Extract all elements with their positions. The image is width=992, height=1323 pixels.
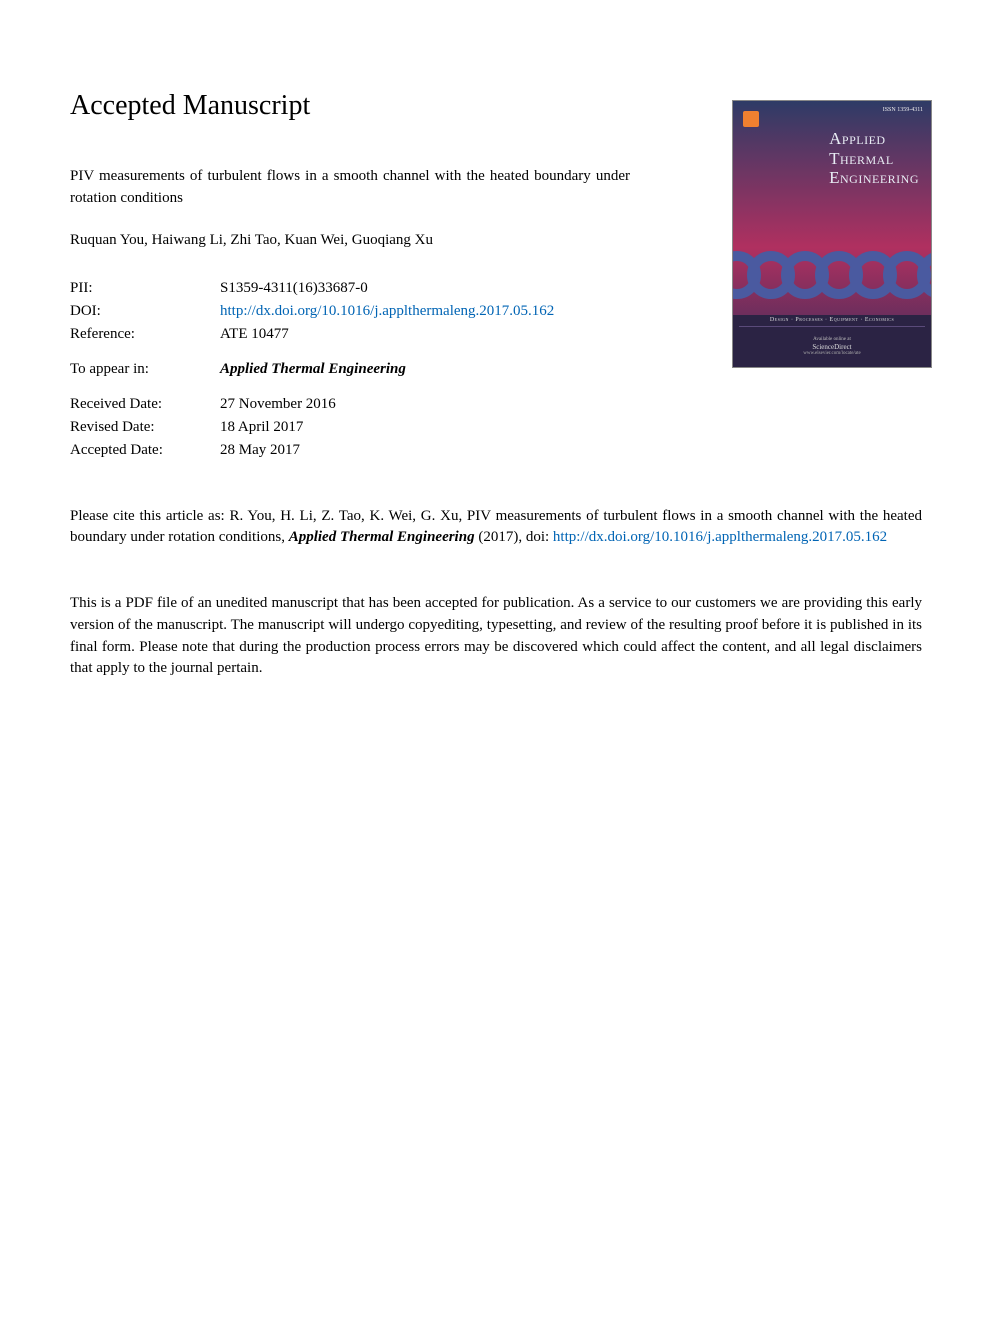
citation-doi-link[interactable]: http://dx.doi.org/10.1016/j.applthermale… bbox=[553, 529, 887, 545]
cover-journal-title: Applied Thermal Engineering bbox=[829, 129, 919, 188]
cover-chain-graphic bbox=[732, 251, 932, 301]
citation-journal: Applied Thermal Engineering bbox=[289, 529, 475, 545]
meta-row-doi: DOI: http://dx.doi.org/10.1016/j.applthe… bbox=[70, 300, 554, 323]
meta-row-toappear: To appear in: Applied Thermal Engineerin… bbox=[70, 358, 554, 381]
cover-issn: ISSN 1359-4311 bbox=[883, 107, 923, 113]
journal-cover-thumbnail: ISSN 1359-4311 Applied Thermal Engineeri… bbox=[732, 100, 932, 368]
meta-value: S1359-4311(16)33687-0 bbox=[220, 277, 554, 300]
meta-value: 27 November 2016 bbox=[220, 393, 554, 416]
citation-paragraph: Please cite this article as: R. You, H. … bbox=[70, 506, 922, 550]
meta-label: Received Date: bbox=[70, 393, 220, 416]
citation-year: (2017), doi: bbox=[475, 529, 553, 545]
meta-row-accepted: Accepted Date: 28 May 2017 bbox=[70, 439, 554, 462]
cover-available-label: Available online at bbox=[739, 337, 925, 342]
meta-row-received: Received Date: 27 November 2016 bbox=[70, 393, 554, 416]
meta-row-revised: Revised Date: 18 April 2017 bbox=[70, 416, 554, 439]
cover-title-line: Thermal bbox=[829, 149, 919, 169]
meta-row-reference: Reference: ATE 10477 bbox=[70, 323, 554, 346]
cover-title-line: Applied bbox=[829, 129, 919, 149]
meta-label: Revised Date: bbox=[70, 416, 220, 439]
cover-url: www.elsevier.com/locate/ate bbox=[739, 351, 925, 356]
meta-value: 18 April 2017 bbox=[220, 416, 554, 439]
disclaimer-paragraph: This is a PDF file of an unedited manusc… bbox=[70, 593, 922, 680]
meta-label: Accepted Date: bbox=[70, 439, 220, 462]
article-title: PIV measurements of turbulent flows in a… bbox=[70, 166, 630, 210]
cover-title-line: Engineering bbox=[829, 168, 919, 188]
meta-value: Applied Thermal Engineering bbox=[220, 358, 554, 381]
meta-row-pii: PII: S1359-4311(16)33687-0 bbox=[70, 277, 554, 300]
meta-value: ATE 10477 bbox=[220, 323, 554, 346]
journal-name: Applied Thermal Engineering bbox=[220, 361, 406, 377]
meta-value: 28 May 2017 bbox=[220, 439, 554, 462]
cover-footer: Design · Processes · Equipment · Economi… bbox=[733, 315, 931, 367]
cover-tagline: Design · Processes · Equipment · Economi… bbox=[739, 317, 925, 327]
meta-value: http://dx.doi.org/10.1016/j.applthermale… bbox=[220, 300, 554, 323]
cover-sciencedirect: ScienceDirect bbox=[739, 343, 925, 351]
doi-link[interactable]: http://dx.doi.org/10.1016/j.applthermale… bbox=[220, 303, 554, 319]
meta-label: PII: bbox=[70, 277, 220, 300]
publisher-mark-icon bbox=[743, 111, 759, 127]
meta-label: Reference: bbox=[70, 323, 220, 346]
meta-label: To appear in: bbox=[70, 358, 220, 381]
metadata-table: PII: S1359-4311(16)33687-0 DOI: http://d… bbox=[70, 277, 554, 462]
meta-label: DOI: bbox=[70, 300, 220, 323]
